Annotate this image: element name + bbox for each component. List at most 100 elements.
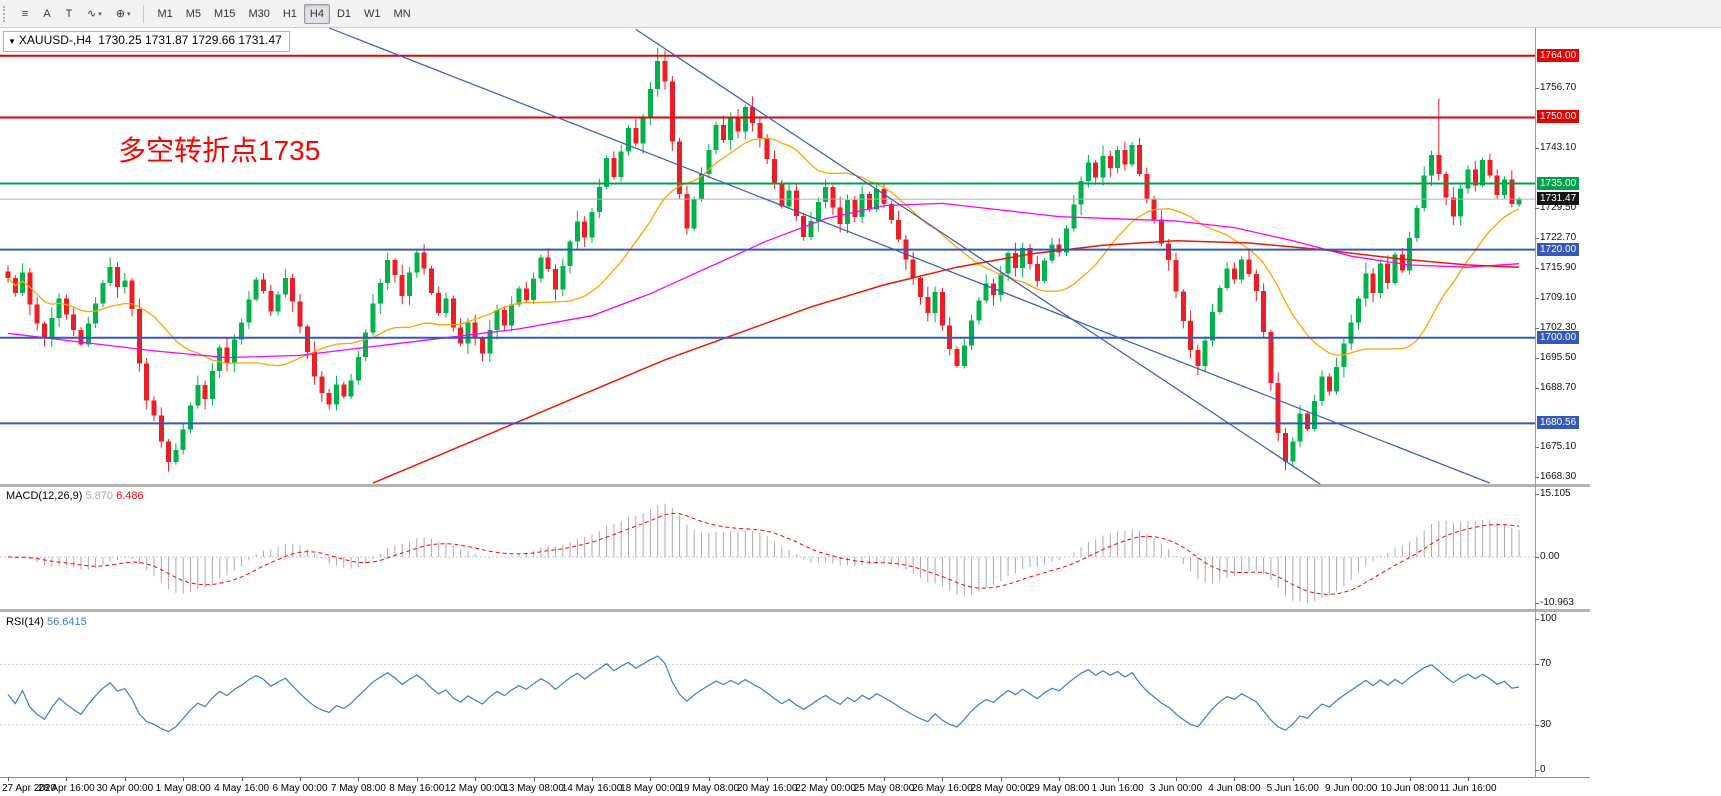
time-tick-mark xyxy=(358,778,360,781)
panel-separator-rsi[interactable] xyxy=(0,609,1590,612)
axis-tick-mark xyxy=(1535,477,1539,479)
time-axis-label: 13 May 08:00 xyxy=(503,783,564,794)
zoom-dropdown-button[interactable]: ⊕ ▾ xyxy=(110,4,137,24)
timeframe-button-h4[interactable]: H4 xyxy=(303,3,330,24)
time-tick-mark xyxy=(825,778,827,781)
chevron-down-icon: ▾ xyxy=(98,10,102,18)
price-axis-border xyxy=(1535,28,1536,796)
axis-tick-mark xyxy=(1535,493,1539,495)
axis-tick-mark xyxy=(1535,207,1539,209)
chart-profile-icon[interactable]: ≡ xyxy=(15,4,35,24)
time-tick-mark xyxy=(124,778,126,781)
axis-tick-mark xyxy=(1535,267,1539,269)
time-axis-label: 18 May 00:00 xyxy=(620,783,681,794)
time-axis-label: 14 May 16:00 xyxy=(561,783,623,794)
time-axis-label: 4 May 16:00 xyxy=(214,783,270,794)
time-axis-label: 5 Jun 16:00 xyxy=(1266,783,1319,794)
price-tick-label: 1756.70 xyxy=(1540,81,1577,93)
timeframe-button-m15[interactable]: M15 xyxy=(208,4,241,24)
line-studies-icon: ∿ xyxy=(87,8,97,20)
top-toolbar: ≡ A T ∿ ▾ ⊕ ▾ M1 M5 M15 M30 H1 H4 D1 W1 MN xyxy=(0,0,1721,28)
time-axis[interactable]: 27 Apr 2020 28 Apr 16:00 30 Apr 00:00 1 May… xyxy=(0,778,1590,796)
time-tick-mark xyxy=(650,778,652,781)
time-tick-mark xyxy=(767,778,769,781)
level-price-label: 1750.00 xyxy=(1537,110,1580,124)
axis-tick-mark xyxy=(1535,769,1539,771)
time-axis-label: 6 May 00:00 xyxy=(272,783,328,794)
text-tool-button[interactable]: T xyxy=(59,4,79,24)
price-tick-label: 1695.50 xyxy=(1540,351,1577,363)
price-tick-label: 1729.50 xyxy=(1540,201,1577,213)
time-axis-label: 11 Jun 16:00 xyxy=(1439,783,1497,794)
time-tick-mark xyxy=(1351,778,1353,781)
collapse-icon[interactable]: ▼ xyxy=(8,37,16,46)
axis-tick-mark xyxy=(1535,87,1539,89)
time-tick-mark xyxy=(592,778,593,781)
toolbar-grip[interactable] xyxy=(3,5,10,22)
timeframe-button-d1[interactable]: D1 xyxy=(331,4,357,24)
timeframe-button-w1[interactable]: W1 xyxy=(358,4,387,24)
level-price-label: 1700.00 xyxy=(1537,330,1580,344)
price-tick-label: 1675.10 xyxy=(1540,441,1577,453)
timeframe-button-h1[interactable]: H1 xyxy=(277,4,303,24)
level-price-label: 1680.56 xyxy=(1537,416,1580,430)
macd-axis-label: -10.963 xyxy=(1540,596,1574,608)
time-tick-mark xyxy=(884,778,885,781)
rsi-axis-label: 0 xyxy=(1540,763,1546,775)
time-axis-label: 19 May 08:00 xyxy=(678,783,740,794)
macd-main-value: 5.870 xyxy=(85,490,114,502)
time-axis-label: 7 May 08:00 xyxy=(330,783,386,794)
time-tick-mark xyxy=(1468,778,1469,781)
time-axis-separator xyxy=(0,777,1590,778)
time-axis-label: 27 Apr 2020 xyxy=(2,783,56,794)
axis-tick-mark xyxy=(1535,237,1539,239)
price-tick-label: 1688.70 xyxy=(1540,381,1577,393)
time-tick-mark xyxy=(1117,778,1119,781)
cursor-tool-button[interactable]: A xyxy=(37,4,57,24)
time-tick-mark xyxy=(1176,778,1177,781)
time-tick-mark xyxy=(300,778,301,781)
price-tick-label: 1709.10 xyxy=(1540,291,1577,303)
panel-separator-macd[interactable] xyxy=(0,484,1590,487)
time-axis-label: 4 Jun 08:00 xyxy=(1208,783,1261,794)
rsi-axis-label: 100 xyxy=(1540,613,1557,625)
time-axis-label: 3 Jun 00:00 xyxy=(1149,783,1203,794)
rsi-label: RSI(14) 56.6415 xyxy=(6,616,87,628)
level-price-label: 1764.00 xyxy=(1537,48,1580,62)
time-axis-label: 28 Apr 16:00 xyxy=(38,783,95,794)
time-tick-mark xyxy=(1000,778,1002,781)
time-axis-label: 26 May 16:00 xyxy=(912,783,973,794)
time-axis-label: 12 May 00:00 xyxy=(444,783,506,794)
annotation-text[interactable]: 多空转折点1735 xyxy=(118,135,321,166)
macd-axis-label: 0.00 xyxy=(1540,550,1560,562)
axis-tick-mark xyxy=(1535,556,1539,558)
chart-title[interactable]: ▼ XAUUSD-,H4 1730.25 1731.87 1729.66 1731… xyxy=(3,31,290,52)
timeframe-button-mn[interactable]: MN xyxy=(388,4,417,24)
axis-tick-mark xyxy=(1535,357,1539,359)
price-tick-label: 1702.30 xyxy=(1540,321,1577,333)
timeframe-button-m30[interactable]: M30 xyxy=(242,4,275,24)
axis-tick-mark xyxy=(1535,447,1539,449)
time-axis-label: 29 May 08:00 xyxy=(1028,783,1090,794)
rsi-axis-label: 70 xyxy=(1540,658,1552,670)
time-tick-mark xyxy=(241,778,243,781)
time-tick-mark xyxy=(533,778,535,781)
line-studies-dropdown-button[interactable]: ∿ ▾ xyxy=(81,4,108,24)
axis-tick-mark xyxy=(1535,619,1539,621)
time-tick-mark xyxy=(1292,778,1294,781)
timeframe-button-m1[interactable]: M1 xyxy=(151,4,178,24)
time-tick-mark xyxy=(708,778,710,781)
axis-tick-mark xyxy=(1535,327,1539,329)
chevron-down-icon: ▾ xyxy=(126,10,131,18)
time-tick-mark xyxy=(475,778,477,781)
price-tick-label: 1715.90 xyxy=(1540,261,1577,273)
macd-label: MACD(12,26,9) 5.870 6.486 xyxy=(6,490,144,502)
macd-name: MACD(12,26,9) xyxy=(6,490,83,502)
time-tick-mark xyxy=(1409,778,1411,781)
timeframe-button-m5[interactable]: M5 xyxy=(180,4,207,24)
time-axis-label: 10 Jun 08:00 xyxy=(1380,783,1439,794)
time-axis-label: 25 May 08:00 xyxy=(853,783,915,794)
time-axis-label: 1 May 08:00 xyxy=(155,783,211,794)
rsi-value: 56.6415 xyxy=(46,616,87,628)
